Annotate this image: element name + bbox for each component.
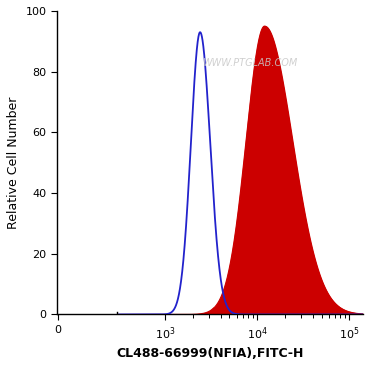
Text: WWW.PTGLAB.COM: WWW.PTGLAB.COM: [202, 58, 297, 68]
X-axis label: CL488-66999(NFIA),FITC-H: CL488-66999(NFIA),FITC-H: [116, 347, 304, 360]
Y-axis label: Relative Cell Number: Relative Cell Number: [7, 97, 20, 229]
